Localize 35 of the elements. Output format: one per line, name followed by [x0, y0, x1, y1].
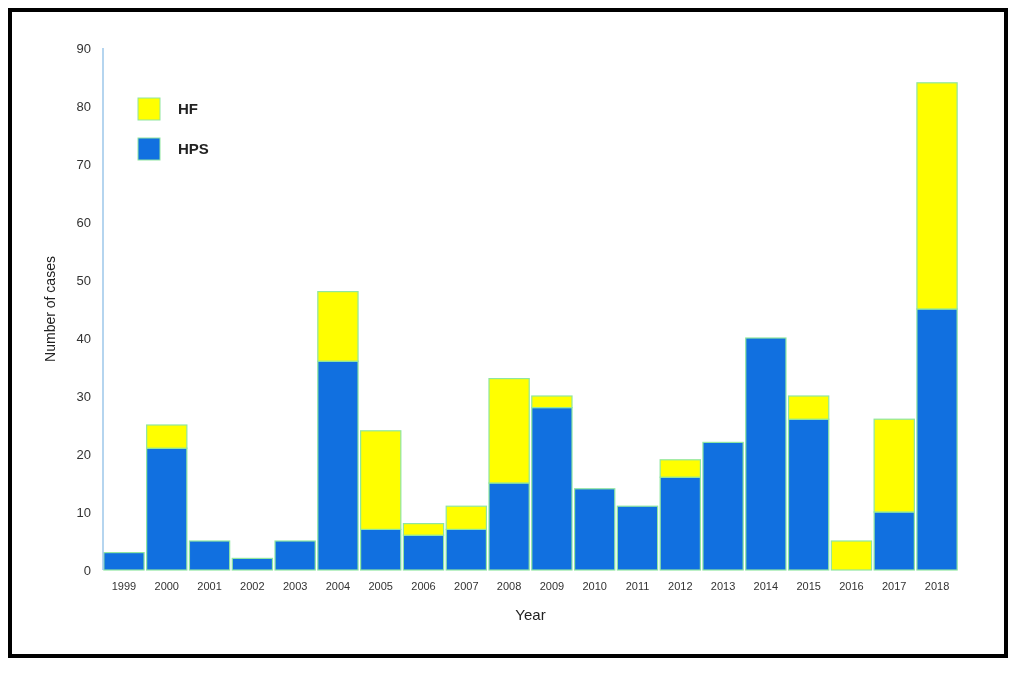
x-tick-label: 2018: [924, 580, 950, 592]
y-tick-label: 40: [76, 330, 91, 346]
x-tick-label: 2016: [839, 580, 864, 592]
bar: [616, 505, 659, 571]
y-tick-label: 0: [83, 562, 91, 578]
x-tick-label: 2015: [796, 580, 821, 592]
x-tick-label: 2006: [411, 580, 436, 592]
y-tick-label: 10: [76, 504, 91, 520]
x-tick-label: 2014: [753, 580, 779, 592]
y-tick-label: 90: [76, 40, 91, 56]
legend-label: HPS: [178, 140, 209, 158]
x-tick-label: 2011: [625, 580, 650, 592]
x-tick-label: 2008: [496, 580, 522, 592]
x-tick-label: 2013: [710, 580, 736, 592]
x-tick-label: 2012: [668, 580, 693, 592]
y-tick-label: 60: [76, 214, 91, 230]
x-tick-label: 2009: [539, 580, 565, 592]
y-tick-label: 20: [76, 446, 91, 462]
x-tick-label: 2002: [240, 580, 265, 592]
x-tick-label: 2004: [325, 580, 351, 592]
x-tick-label: 1999: [111, 580, 137, 592]
x-tick-label: 2003: [282, 580, 308, 592]
x-tick-label: 2005: [368, 580, 393, 592]
y-tick-label: 80: [76, 98, 91, 114]
y-tick-label: 30: [76, 388, 91, 404]
x-tick-label: 2007: [454, 580, 479, 592]
x-tick-label: 2017: [882, 580, 907, 592]
y-tick-label: 50: [76, 272, 91, 288]
legend-label: HF: [178, 100, 198, 118]
x-tick-label: 2001: [197, 580, 222, 592]
x-tick-label: 2000: [154, 580, 179, 592]
y-tick-label: 70: [76, 156, 91, 172]
x-axis-title: Year: [515, 606, 546, 623]
x-tick-label: 2010: [582, 580, 607, 592]
y-axis-title: Number of cases: [42, 256, 58, 362]
